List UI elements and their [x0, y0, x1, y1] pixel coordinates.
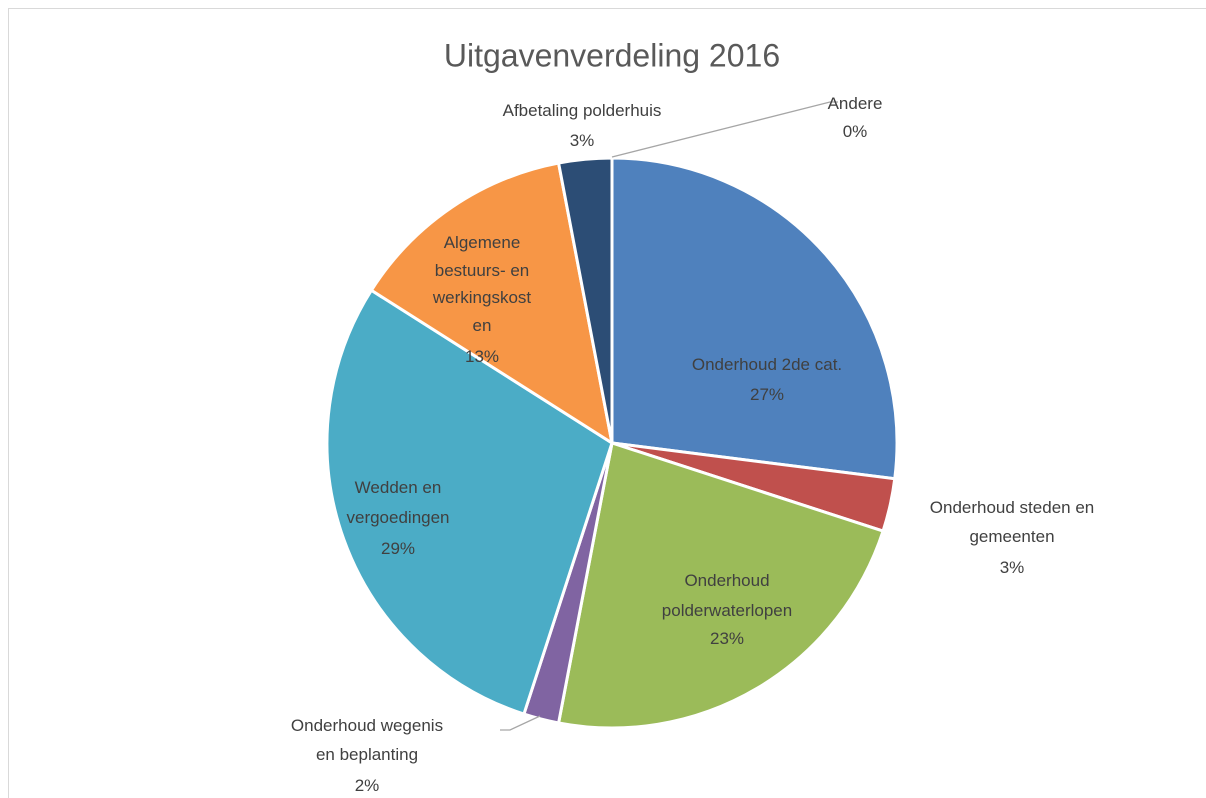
category-label: Afbetaling polderhuis	[502, 101, 662, 120]
slices	[325, 156, 899, 730]
category-label: Onderhoud steden en gemeenten	[929, 498, 1095, 546]
percent-label: 3%	[999, 557, 1025, 577]
percent-label: 13%	[464, 346, 500, 366]
chart-title: Uitgavenverdeling 2016	[444, 37, 780, 73]
percent-label: 2%	[354, 775, 380, 795]
pie-slice	[369, 161, 614, 445]
pie-slice	[325, 288, 614, 716]
percent-label: 3%	[569, 130, 595, 150]
category-label: Onderhoud polderwaterlopen	[661, 571, 793, 620]
percent-label: 27%	[749, 384, 785, 404]
percent-label: 29%	[380, 538, 416, 558]
chart-frame	[8, 8, 1206, 798]
category-label: Onderhoud 2de cat.	[691, 355, 843, 374]
category-label: Wedden en vergoedingen	[346, 478, 450, 527]
pie-slice	[610, 156, 899, 481]
leader-line	[500, 715, 541, 731]
leader-line	[611, 101, 838, 158]
category-label: Algemene bestuurs- en werkingskosten	[432, 233, 532, 335]
percent-label: 0%	[842, 121, 868, 141]
category-label: Andere	[827, 94, 883, 113]
pie-slice	[557, 441, 885, 730]
category-label: Onderhoud wegenis en beplanting	[290, 716, 444, 764]
percent-label: 23%	[709, 628, 745, 648]
